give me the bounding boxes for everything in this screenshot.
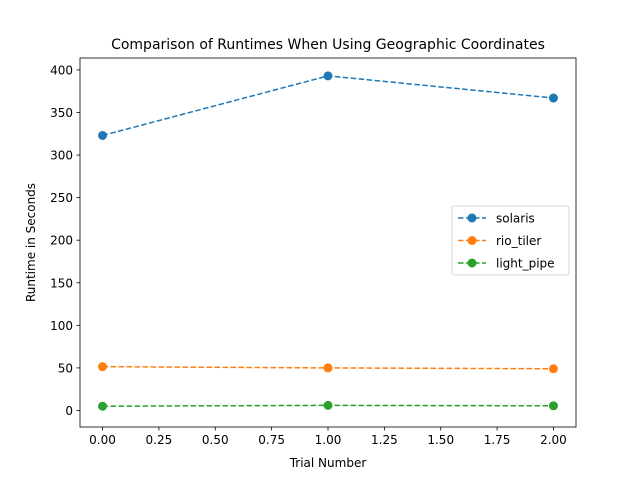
x-tick-label: 0.25 <box>146 433 173 447</box>
y-axis-ticks: 0 50 100 150 200 250 300 350 400 <box>50 63 80 418</box>
y-tick-label: 350 <box>50 106 73 120</box>
y-tick-label: 250 <box>50 191 73 205</box>
legend-box <box>451 205 570 276</box>
legend-marker-light_pipe <box>467 258 477 268</box>
data-point-rio_tiler <box>323 363 333 373</box>
y-tick-label: 200 <box>50 234 73 248</box>
data-point-rio_tiler <box>548 364 558 374</box>
y-tick-label: 50 <box>58 361 73 375</box>
legend-marker-rio_tiler <box>467 236 477 245</box>
x-tick-label: 1.25 <box>371 433 398 447</box>
data-point-solaris <box>548 93 558 103</box>
x-tick-label: 0.00 <box>89 433 116 447</box>
y-tick-label: 0 <box>65 404 73 418</box>
chart-title: Comparison of Runtimes When Using Geogra… <box>111 37 545 53</box>
x-tick-label: 2.00 <box>540 433 567 447</box>
data-point-light_pipe <box>323 400 333 410</box>
data-point-light_pipe <box>548 401 558 411</box>
x-tick-label: 1.75 <box>484 433 511 447</box>
y-tick-label: 150 <box>50 276 73 290</box>
legend-label: light_pipe <box>496 257 555 271</box>
series-layer <box>98 71 558 411</box>
y-tick-label: 100 <box>50 319 73 333</box>
legend: solaris rio_tiler light_pipe <box>451 205 570 276</box>
x-axis-label: Trial Number <box>289 456 367 470</box>
legend-label: solaris <box>496 212 535 226</box>
x-tick-label: 0.75 <box>258 433 285 447</box>
x-tick-label: 1.50 <box>427 433 454 447</box>
x-axis-ticks: 0.00 0.25 0.50 0.75 1.00 1.25 1.50 1.75 2.00 <box>89 427 567 447</box>
y-axis-label: Runtime in Seconds <box>24 183 38 302</box>
legend-marker-solaris <box>467 213 477 223</box>
plot-frame <box>79 57 577 428</box>
data-point-solaris <box>323 71 333 81</box>
y-tick-label: 300 <box>50 149 73 163</box>
data-point-solaris <box>98 130 108 140</box>
legend-label: rio_tiler <box>496 234 541 248</box>
data-point-light_pipe <box>98 401 108 411</box>
data-point-rio_tiler <box>98 362 108 372</box>
x-tick-label: 1.00 <box>315 433 342 447</box>
x-tick-label: 0.50 <box>202 433 229 447</box>
y-tick-label: 400 <box>50 63 73 77</box>
